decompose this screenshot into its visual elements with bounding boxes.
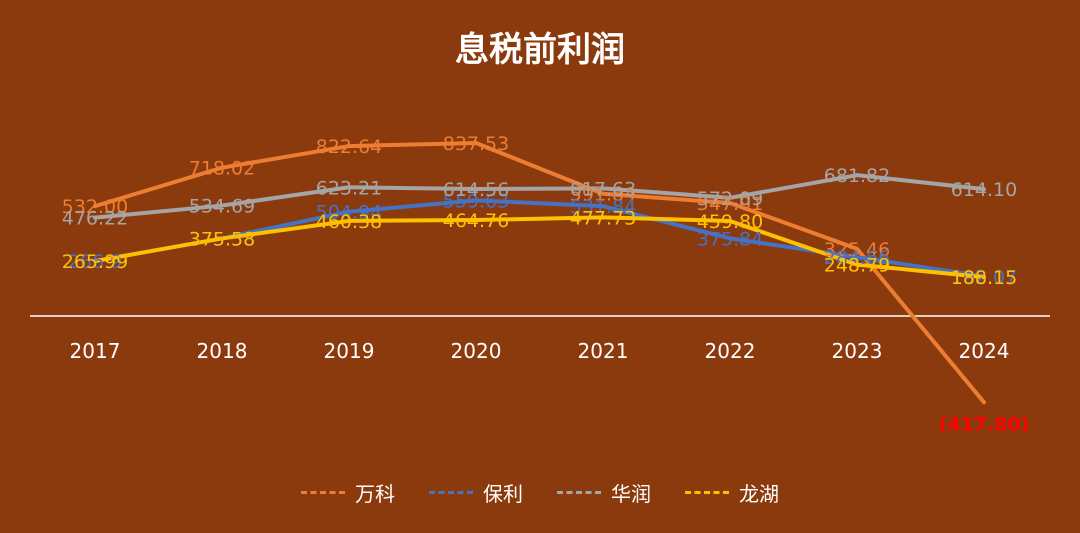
data-label: 504.94	[316, 202, 382, 224]
legend-item: 龙湖	[685, 478, 779, 507]
data-label: 375.84	[697, 228, 763, 250]
series-line	[93, 173, 986, 220]
x-tick-label: 2020	[451, 339, 502, 363]
data-label: 284.66	[824, 247, 890, 269]
x-tick-label: 2022	[705, 339, 756, 363]
data-label: 718.02	[189, 158, 255, 180]
data-label: 192.07	[951, 266, 1017, 288]
legend-swatch	[557, 491, 601, 494]
data-label: 559.63	[443, 190, 509, 212]
data-label: 681.82	[824, 165, 890, 187]
data-label: 375.58	[189, 228, 255, 250]
data-label: 265.99	[62, 251, 128, 273]
data-label: 375.58	[189, 228, 255, 250]
data-label: 459.80	[697, 211, 763, 233]
data-label: 266.9	[68, 251, 122, 273]
data-label: 532.00	[62, 196, 128, 218]
legend-item: 万科	[301, 478, 395, 507]
x-tick-label: 2017	[70, 339, 121, 363]
data-label: 534.69	[189, 196, 255, 218]
series-lines	[93, 141, 986, 405]
data-label: 477.73	[570, 207, 636, 229]
data-label: 547.01	[697, 193, 763, 215]
data-label: 614.56	[443, 179, 509, 201]
data-label: 476.22	[62, 208, 128, 230]
data-labels: 532.00 718.02 822.64 837.53 591.84 547.01 325.…	[62, 133, 1030, 435]
data-label: 837.53	[443, 133, 509, 155]
legend-item: 保利	[429, 478, 523, 507]
data-label: 822.64	[316, 136, 382, 158]
x-tick-label: 2024	[959, 339, 1010, 363]
legend-swatch	[429, 491, 473, 494]
legend-swatch	[685, 491, 729, 494]
series-line	[93, 215, 986, 280]
legend-label: 万科	[355, 482, 395, 506]
data-label: 591.84	[570, 184, 636, 206]
data-label: 460.38	[316, 211, 382, 233]
x-tick-label: 2023	[832, 339, 883, 363]
data-label: 617.63	[570, 178, 636, 200]
data-label: 248.79	[824, 255, 890, 277]
x-tick-label: 2021	[578, 339, 629, 363]
data-label: (417.80)	[939, 413, 1030, 435]
data-label: 614.10	[951, 179, 1017, 201]
legend-label: 华润	[611, 482, 651, 506]
chart-title: 息税前利润	[455, 30, 625, 70]
data-label: 325.46	[824, 239, 890, 261]
legend-label: 保利	[483, 482, 523, 506]
chart-legend: 万科 保利 华润 龙湖	[0, 478, 1080, 507]
legend-swatch	[301, 491, 345, 494]
x-tick-label: 2019	[324, 339, 375, 363]
data-label: 464.76	[443, 210, 509, 232]
series-line	[93, 141, 986, 405]
data-label: 188.15	[951, 267, 1017, 289]
data-label: 572.09	[697, 188, 763, 210]
legend-label: 龙湖	[739, 482, 779, 506]
x-tick-label: 2018	[197, 339, 248, 363]
data-label: 623.21	[316, 177, 382, 199]
legend-item: 华润	[557, 478, 651, 507]
data-label: 531.84	[570, 196, 636, 218]
